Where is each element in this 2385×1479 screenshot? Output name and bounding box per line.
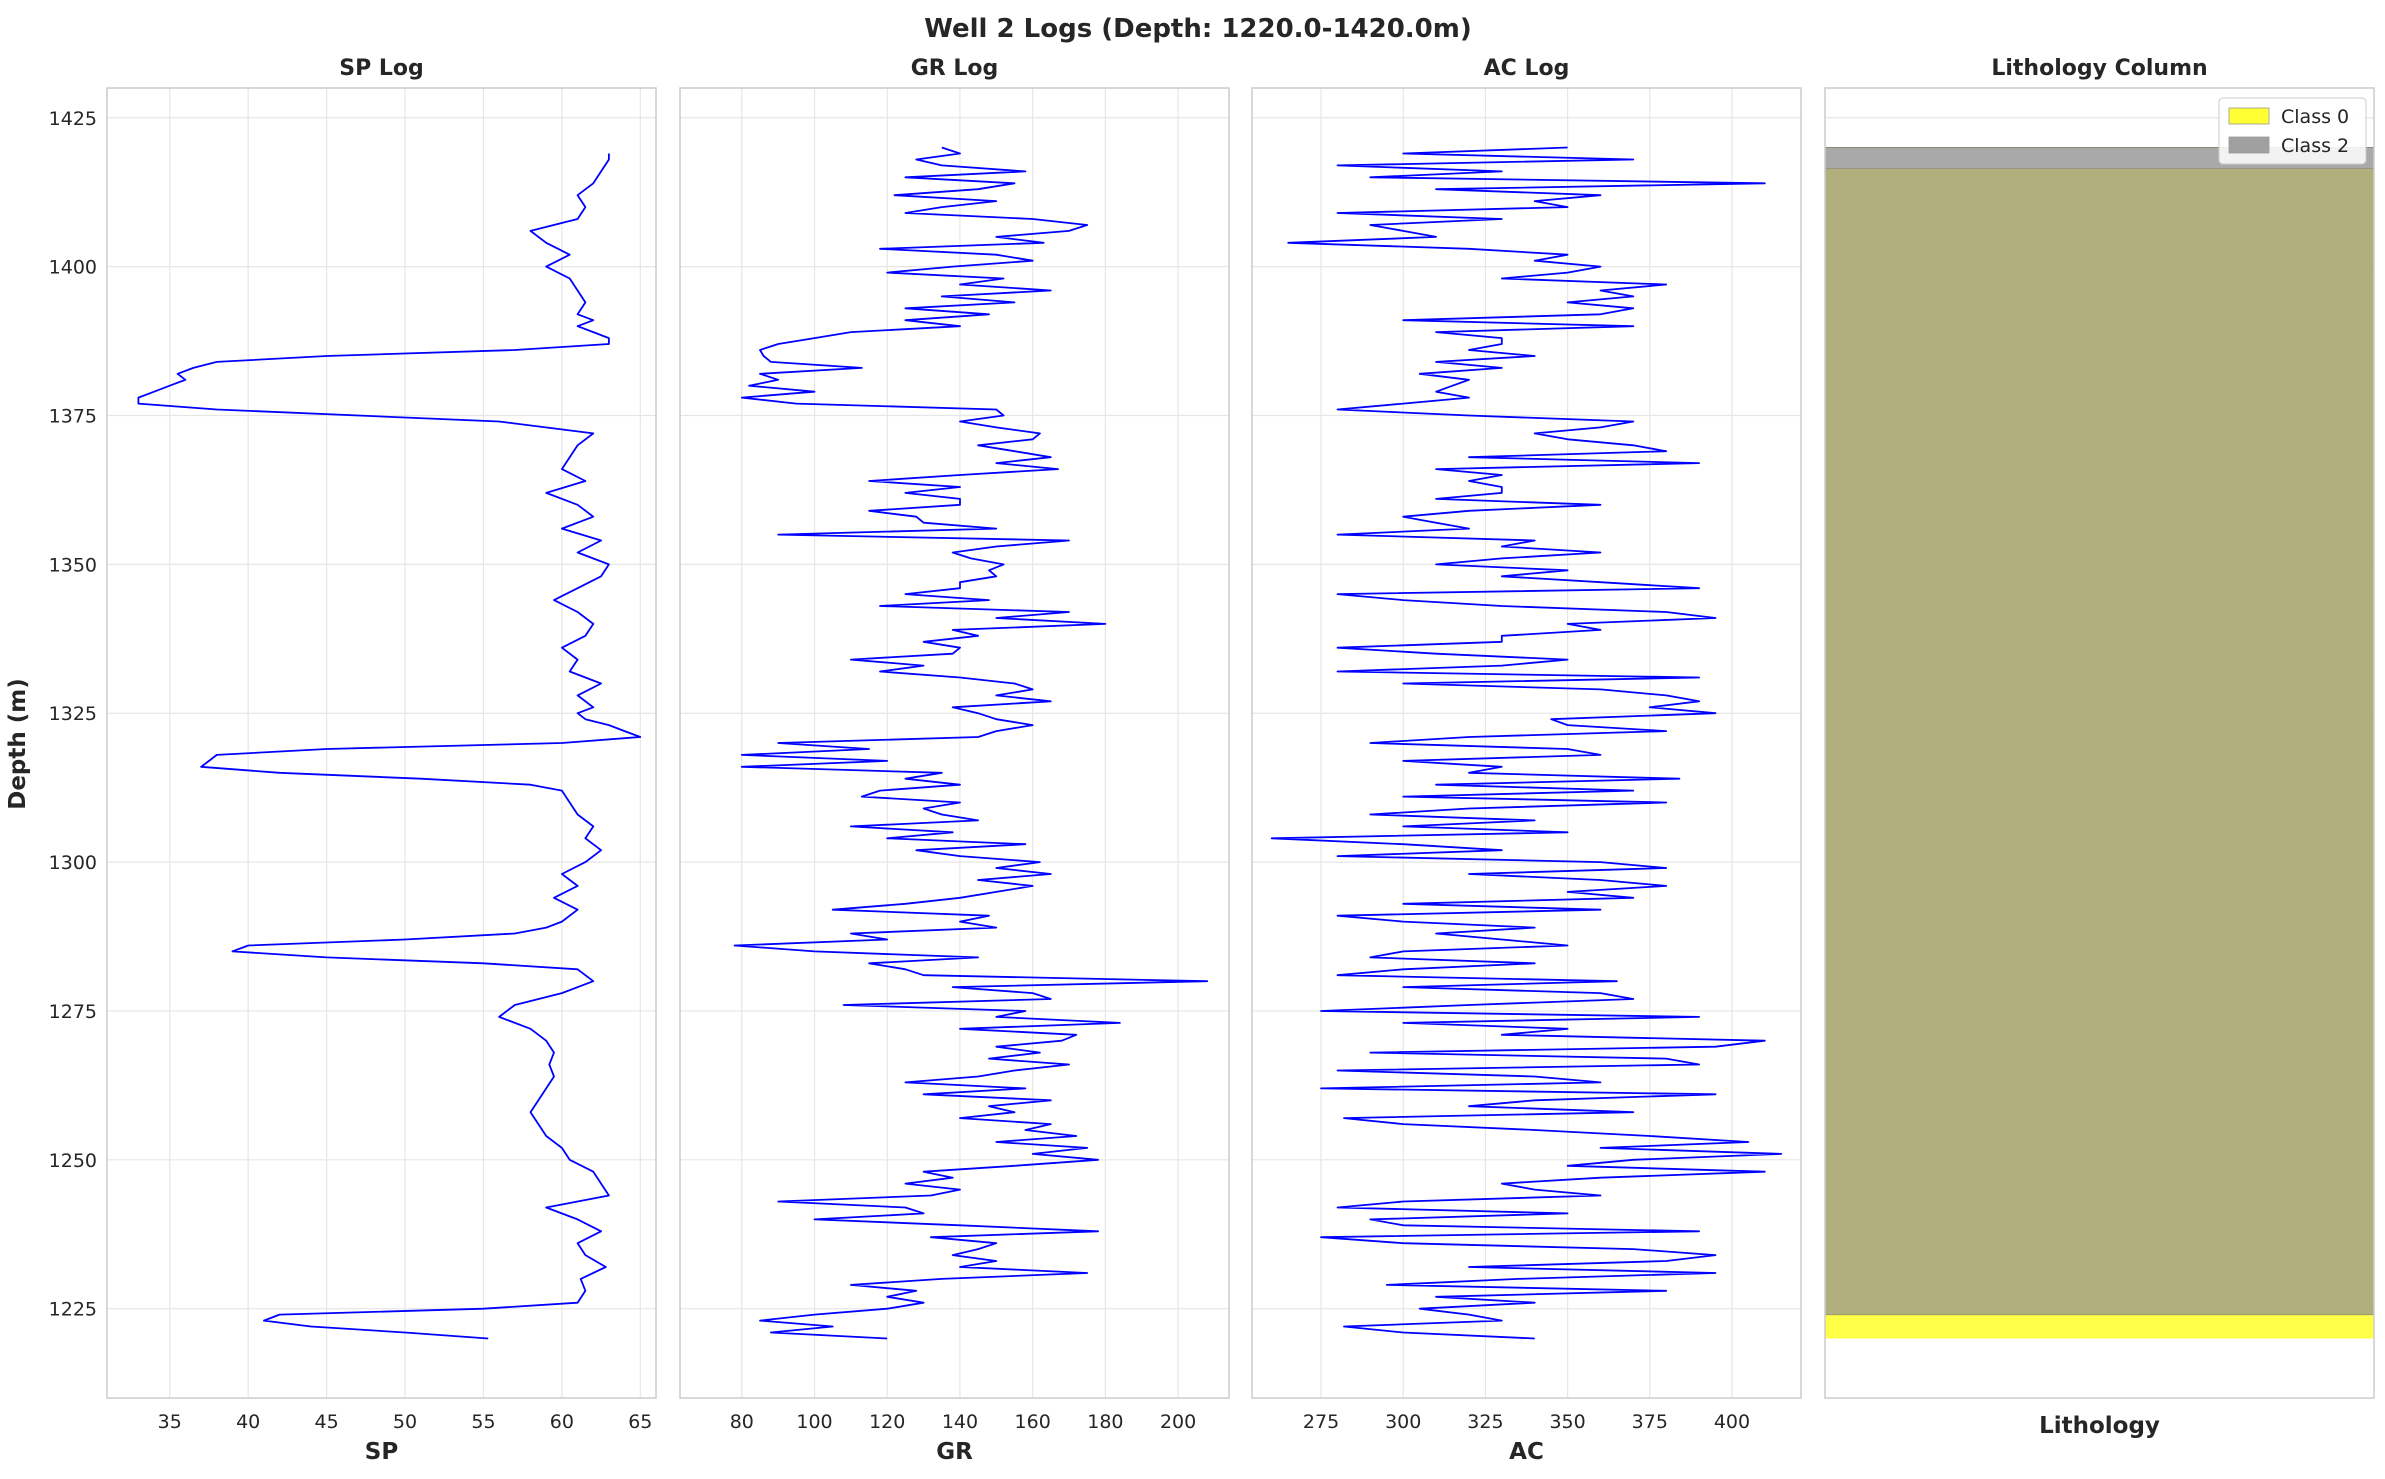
panel-title: Lithology Column: [1991, 56, 2207, 81]
plot-area: 35 40 45 50 55 60 65 SP Log SP 1225 1250 1275 1300 13…: [49, 56, 2375, 1465]
x-tick-label: 400: [1714, 1411, 1750, 1433]
x-tick-label: 120: [869, 1411, 905, 1433]
x-tick-label: 45: [315, 1411, 339, 1433]
panel-title: SP Log: [339, 56, 424, 81]
log-curve: [733, 146, 1209, 1340]
x-axis-label: AC: [1509, 1439, 1544, 1465]
y-tick-label: 1425: [49, 108, 97, 130]
x-axis-label: GR: [936, 1439, 973, 1465]
panel-frame: [106, 87, 657, 1399]
x-axis-label: Lithology: [2039, 1413, 2160, 1439]
panel-frame: [679, 87, 1230, 1399]
x-tick-label: 275: [1303, 1411, 1339, 1433]
x-tick-label: 160: [1015, 1411, 1051, 1433]
panel-frame: [1824, 87, 2375, 1399]
x-tick-label: 200: [1160, 1411, 1196, 1433]
x-tick-label: 140: [942, 1411, 978, 1433]
y-tick-label: 1400: [49, 257, 97, 279]
y-tick-label: 1250: [49, 1150, 97, 1172]
lithology-interval: [1825, 1314, 2374, 1339]
x-tick-label: 55: [471, 1411, 495, 1433]
x-tick-label: 350: [1549, 1411, 1585, 1433]
y-tick-label: 1350: [49, 554, 97, 576]
log-curve: [1270, 146, 1783, 1340]
x-tick-label: 50: [393, 1411, 417, 1433]
y-tick-label: 1225: [49, 1299, 97, 1321]
panel-frame: [1251, 87, 1802, 1399]
x-tick-label: 325: [1467, 1411, 1503, 1433]
panel-3: 275 300 325 350 375 400 AC Log AC: [1251, 56, 1802, 1465]
legend-label: Class 0: [2281, 106, 2349, 128]
legend-swatch: [2228, 107, 2270, 125]
x-tick-label: 65: [628, 1411, 652, 1433]
y-axis-label: Depth (m): [5, 678, 31, 810]
panel-4: Class 0 Class 2 Lithology Column Lithology: [1824, 56, 2375, 1439]
lithology-interval: [1825, 168, 2374, 1315]
panel-1: 35 40 45 50 55 60 65 SP Log SP 1225 1250 1275 1300 13…: [49, 56, 657, 1465]
x-tick-label: 300: [1385, 1411, 1421, 1433]
figure-title: Well 2 Logs (Depth: 1220.0-1420.0m): [924, 14, 1472, 44]
x-axis-label: SP: [365, 1439, 398, 1465]
x-tick-label: 100: [796, 1411, 832, 1433]
panel-title: GR Log: [911, 56, 999, 81]
log-curve: [137, 153, 642, 1340]
legend-swatch: [2228, 136, 2270, 154]
legend-label: Class 2: [2281, 135, 2349, 157]
legend: Class 0 Class 2: [2218, 97, 2367, 165]
x-tick-label: 180: [1087, 1411, 1123, 1433]
y-tick-label: 1300: [49, 852, 97, 874]
y-tick-label: 1375: [49, 406, 97, 428]
panel-title: AC Log: [1484, 56, 1570, 81]
panel-2: 80 100 120 140 160 180 200 GR Log GR: [679, 56, 1230, 1465]
x-tick-label: 60: [550, 1411, 574, 1433]
x-tick-label: 375: [1632, 1411, 1668, 1433]
x-tick-label: 80: [730, 1411, 754, 1433]
y-tick-label: 1325: [49, 703, 97, 725]
y-tick-label: 1275: [49, 1001, 97, 1023]
x-tick-label: 40: [236, 1411, 260, 1433]
x-tick-label: 35: [158, 1411, 182, 1433]
